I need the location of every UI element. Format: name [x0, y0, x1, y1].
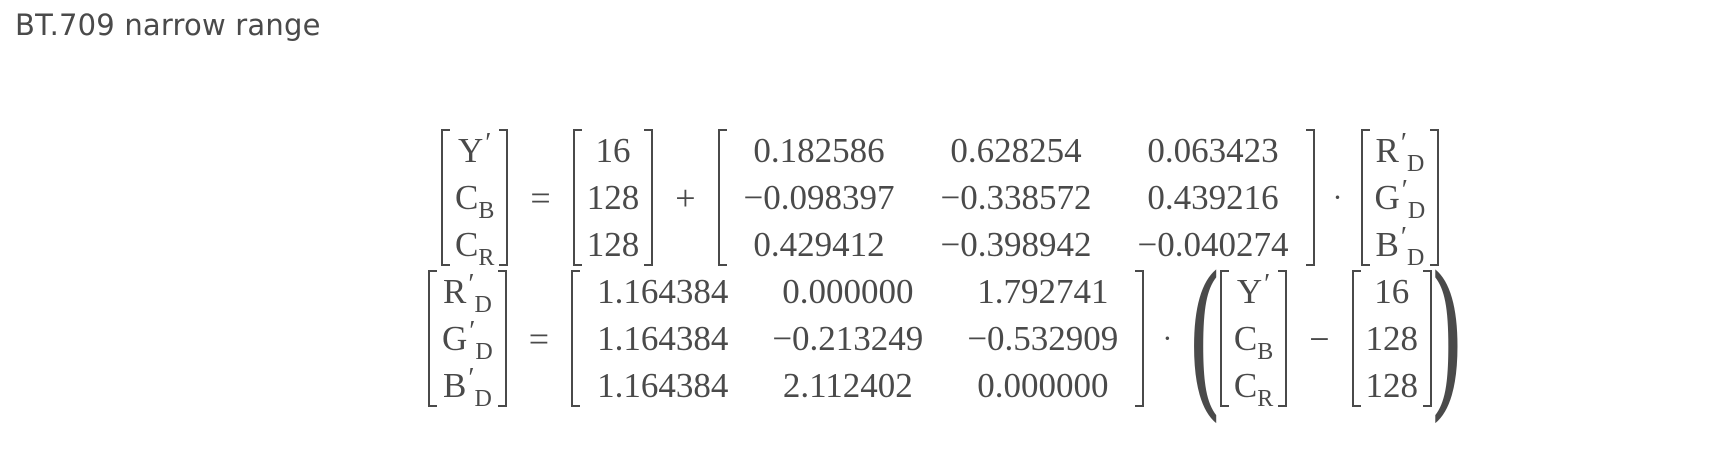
vector-entry: CB	[1233, 319, 1274, 365]
matrix-cell: 0.000000	[977, 366, 1109, 405]
matrix-cell: −0.398942	[940, 225, 1092, 264]
matrix-cell: 0.429412	[753, 225, 885, 264]
vector-entry: 128	[1365, 366, 1419, 405]
open-paren: (	[1187, 240, 1224, 437]
minus-sign: −	[1309, 318, 1330, 359]
ycbcr-vector: Y′ CB CR	[441, 127, 509, 271]
vector-entry: 16	[595, 131, 631, 170]
matrix-cell: −0.098397	[743, 178, 895, 217]
equals-sign: =	[530, 177, 551, 218]
ycbcr-to-rgb-matrix: 1.164384 0.000000 1.792741 1.164384 −0.2…	[571, 268, 1145, 409]
vector-entry: B′D	[1375, 222, 1425, 271]
offset-vector: 16 128 128	[1351, 268, 1433, 409]
plus-sign: +	[675, 177, 696, 218]
vector-entry: CB	[455, 178, 495, 224]
matrix-cell: 0.063423	[1147, 131, 1279, 170]
matrix-cell: −0.040274	[1137, 225, 1289, 264]
vector-entry: G′D	[1374, 175, 1426, 224]
vector-entry: Y′	[457, 128, 492, 171]
vector-entry: CR	[455, 225, 495, 271]
forward-equation: Y′ CB CR = 16 128 128 + 0.182586 0.62825…	[441, 127, 1440, 271]
vector-entry: 16	[1374, 272, 1410, 311]
vector-entry: R′D	[442, 269, 492, 318]
matrix-cell: 0.000000	[782, 272, 914, 311]
matrix-cell: −0.532909	[967, 319, 1119, 358]
vector-entry: B′D	[442, 363, 492, 412]
matrix-cell: −0.338572	[940, 178, 1092, 217]
dot-operator: ·	[1332, 180, 1343, 214]
ycbcr-vector: Y′ CB CR	[1219, 268, 1288, 412]
page-title: BT.709 narrow range	[15, 8, 321, 42]
matrix-cell: 2.112402	[782, 366, 913, 405]
vector-entry: R′D	[1375, 128, 1425, 177]
inverse-equation: R′D G′D B′D = 1.164384 0.000000 1.792741…	[428, 240, 1465, 437]
vector-entry: Y′	[1236, 269, 1271, 312]
vector-entry: CR	[1233, 366, 1274, 412]
vector-entry: 128	[1365, 319, 1419, 358]
rgb-vector: R′D G′D B′D	[1360, 127, 1440, 271]
close-paren: )	[1428, 240, 1465, 437]
matrix-cell: 0.439216	[1147, 178, 1279, 217]
matrix-cell: 1.164384	[597, 272, 729, 311]
matrix-cell: 0.182586	[753, 131, 885, 170]
dot-operator: ·	[1162, 321, 1173, 355]
rgb-vector: R′D G′D B′D	[428, 268, 507, 412]
vector-entry: 128	[586, 178, 640, 217]
matrix-cell: −0.213249	[772, 319, 924, 358]
matrix-cell: 1.164384	[597, 319, 729, 358]
rgb-to-ycbcr-matrix: 0.182586 0.628254 0.063423 −0.098397 −0.…	[717, 127, 1315, 268]
matrix-cell: 0.628254	[950, 131, 1082, 170]
vector-entry: 128	[586, 225, 640, 264]
matrix-cell: 1.792741	[977, 272, 1109, 311]
vector-entry: G′D	[442, 316, 493, 365]
equals-sign: =	[528, 318, 550, 359]
offset-vector: 16 128 128	[572, 127, 654, 268]
matrix-cell: 1.164384	[597, 366, 729, 405]
